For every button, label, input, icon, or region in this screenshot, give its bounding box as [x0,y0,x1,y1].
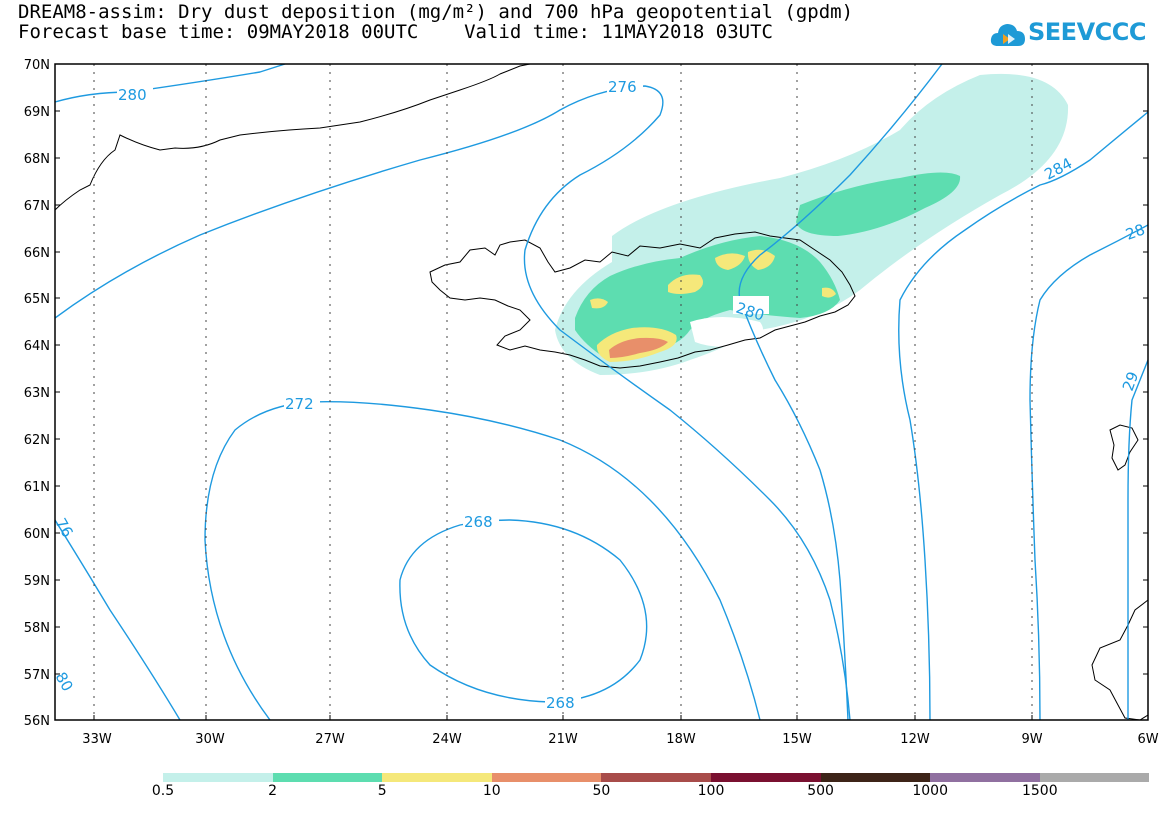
colorbar-label: 0.5 [151,783,175,799]
lat-label: 61N [24,480,50,495]
contour-label: 272 [285,395,314,413]
contour-label: 268 [546,694,575,712]
dust-region-white-gap [690,317,764,347]
colorbar-swatch [930,773,1040,782]
lon-label: 24W [432,732,462,747]
lat-label: 60N [24,527,50,542]
lat-label: 65N [24,292,50,307]
logo-text: SEEVCCC [1028,18,1147,46]
dust-region-yellow-6 [822,287,836,298]
lon-label: 12W [900,732,930,747]
colorbar-swatch [382,773,492,782]
dust-region-yellow-4 [747,249,775,270]
contour-276 [55,85,851,720]
colorbar-label: 500 [807,783,834,799]
lat-label: 63N [24,386,50,401]
dust-shading [555,73,1069,376]
dust-region-orange [609,337,668,358]
graticule [93,64,1033,720]
lon-label: 27W [315,732,345,747]
dust-region-green [796,172,961,236]
lat-label: 62N [24,433,50,448]
colorbar-label: 100 [697,783,725,799]
lat-label: 66N [24,246,50,261]
lat-label: 69N [24,105,50,120]
contour-292 [1127,359,1148,720]
lon-label: 15W [782,732,812,747]
lon-label: 21W [548,732,578,747]
dust-region-yellow-3 [715,253,745,270]
lat-label: 59N [24,574,50,589]
contour-labels: 280 276 284 28 272 268 268 280 76 80 29 [52,78,1147,712]
lon-axis: 33W 30W 27W 24W 21W 18W 15W 12W 9W 6W [82,715,1159,747]
geopotential-contours [55,64,1148,720]
lat-label: 64N [24,339,50,354]
colorbar-swatch [710,773,821,782]
colorbar-label: 50 [592,783,611,799]
lat-label: 70N [24,58,50,73]
dust-region-yellow-2 [668,274,704,294]
lat-label: 58N [24,621,50,636]
colorbar-label: 1500 [1021,783,1058,799]
greenland-coast [55,64,531,211]
chart-subtitle: Forecast base time: 09MAY2018 00UTC Vali… [18,21,773,43]
colorbar-label: 2 [268,783,278,799]
contour-280 [738,64,943,720]
lat-label: 56N [24,714,50,729]
contour-label: 28 [1123,220,1147,243]
scotland-coast [1091,599,1148,720]
colorbar-swatch [601,773,711,782]
lon-label: 18W [666,732,696,747]
contour-272 [55,400,761,720]
chart-title: DREAM8-assim: Dry dust deposition (mg/m²… [18,1,854,23]
contour-284 [898,111,1148,720]
colorbar-label: 10 [482,783,501,799]
contour-label: 280 [118,86,147,104]
contour-280-nw [55,64,286,103]
contour-label: 268 [464,513,493,531]
iceland-coast [429,231,856,369]
seevccc-logo: SEEVCCC [990,14,1165,54]
contour-268 [399,519,648,703]
colorbar-swatch [1039,773,1150,782]
contour-label: 29 [1119,369,1142,393]
lon-label: 9W [1021,732,1042,747]
lat-label: 67N [24,199,50,214]
lon-label: 30W [195,732,225,747]
colorbar [163,773,1150,782]
colorbar-label: 5 [377,783,387,799]
colorbar-swatch [491,773,602,782]
lat-label: 68N [24,152,50,167]
colorbar-labels: 0.5 2 5 10 50 100 500 1000 1500 [0,783,1175,803]
contour-label: 276 [608,78,637,96]
lat-axis: 70N 69N 68N 67N 66N 65N 64N 63N 62N 61N … [24,58,1148,729]
cloud-icon [990,24,1025,46]
lon-label: 6W [1137,732,1158,747]
colorbar-label: 1000 [912,783,949,799]
lat-label: 57N [24,668,50,683]
faroe-islands [1109,424,1139,471]
contour-288 [1029,224,1148,720]
colorbar-swatch [272,773,383,782]
lon-label: 33W [82,732,112,747]
dust-region-yellow-5 [590,298,608,309]
colorbar-swatch [163,773,273,782]
colorbar-swatch [820,773,931,782]
